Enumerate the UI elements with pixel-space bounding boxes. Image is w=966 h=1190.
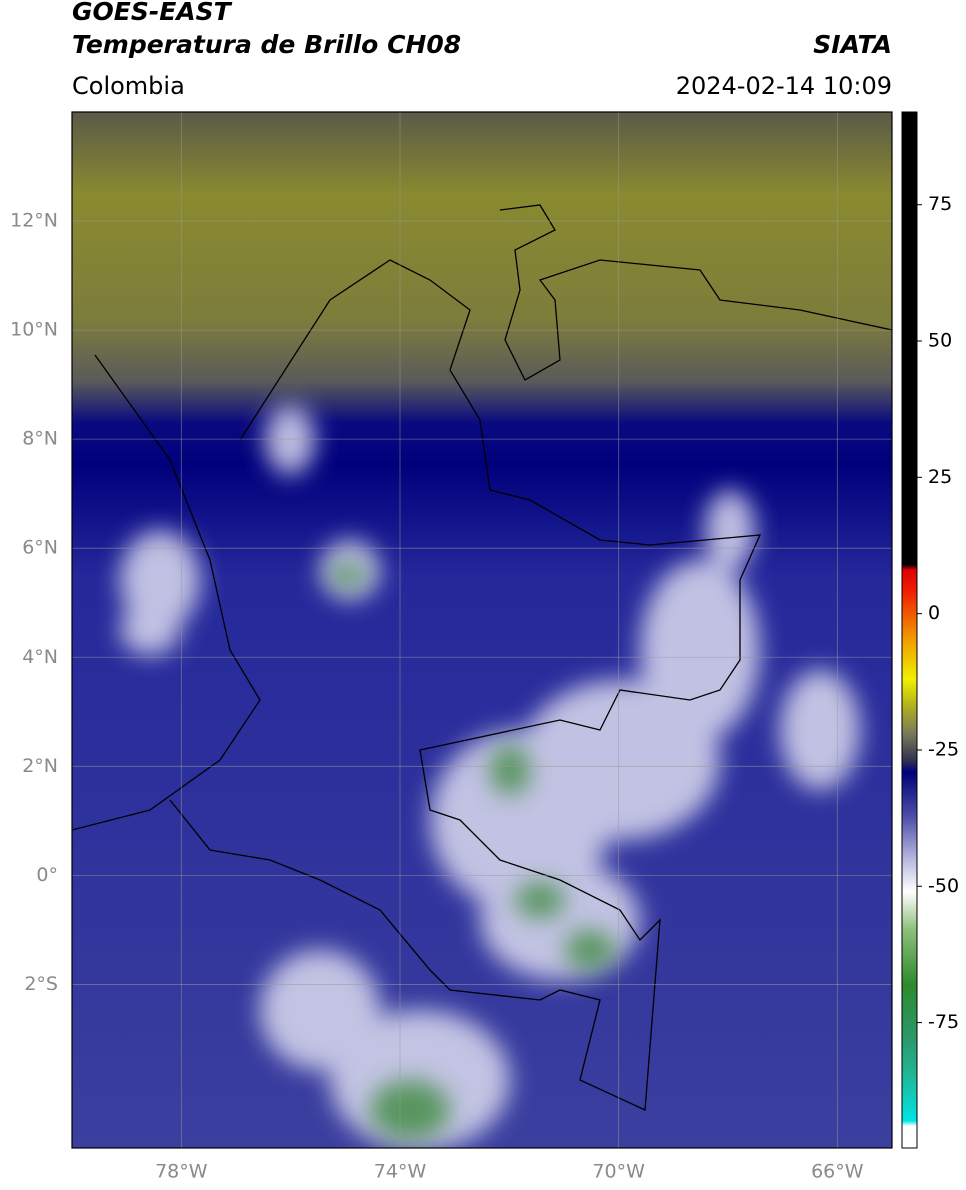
grid <box>72 112 892 1148</box>
y-tick-label: 4°N <box>22 646 58 668</box>
subtitle: Temperatura de Brillo CH08 <box>72 30 461 59</box>
map-frame <box>71 111 893 1149</box>
x-tick-label: 70°W <box>592 1161 645 1183</box>
region: Colombia <box>72 72 185 100</box>
title: GOES-EAST <box>72 0 233 26</box>
y-tick-label: 2°N <box>22 755 58 777</box>
y-tick-label: 8°N <box>22 428 58 450</box>
x-tick-label: 66°W <box>811 1161 864 1183</box>
y-tick-label: 6°N <box>22 537 58 559</box>
y-tick-label: 0° <box>36 864 58 886</box>
colorbar-tick-label: -50 <box>928 875 959 897</box>
source: SIATA <box>813 30 892 59</box>
y-tick-label: 10°N <box>10 319 58 341</box>
colorbar-tick-label: -75 <box>928 1011 959 1033</box>
datetime: 2024-02-14 10:09 <box>676 72 892 100</box>
colorbar-tick-label: 50 <box>928 330 952 352</box>
map-image <box>72 112 892 1148</box>
colorbar-tick-label: 25 <box>928 466 952 488</box>
colorbar-tick-label: -25 <box>928 738 959 760</box>
colorbar-tick-label: 0 <box>928 602 940 624</box>
colorbar-tick-label: 75 <box>928 193 952 215</box>
y-tick-label: 2°S <box>24 973 58 995</box>
x-tick-label: 78°W <box>155 1161 208 1183</box>
colorbar <box>901 111 918 1149</box>
x-tick-label: 74°W <box>374 1161 427 1183</box>
y-tick-label: 12°N <box>10 210 58 232</box>
